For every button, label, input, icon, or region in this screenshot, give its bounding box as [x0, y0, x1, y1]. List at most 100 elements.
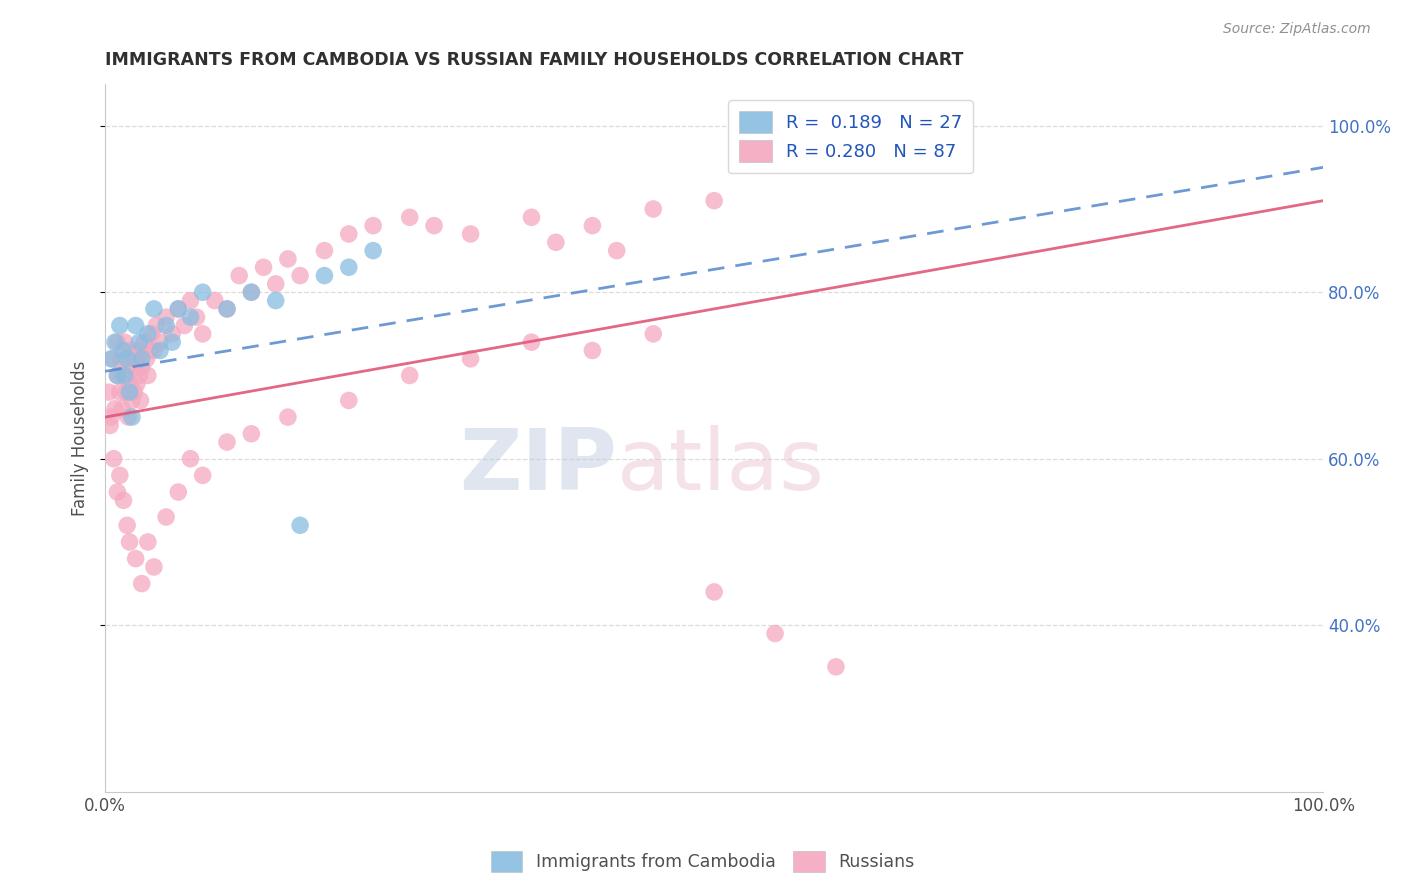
- Point: [145, 318, 167, 333]
- Point: [337, 260, 360, 275]
- Point: [191, 285, 214, 300]
- Point: [520, 335, 543, 350]
- Point: [105, 485, 128, 500]
- Point: [606, 244, 628, 258]
- Point: [825, 660, 848, 674]
- Point: [277, 410, 299, 425]
- Point: [179, 451, 201, 466]
- Point: [101, 351, 124, 366]
- Point: [179, 293, 201, 308]
- Point: [314, 244, 336, 258]
- Point: [240, 426, 263, 441]
- Point: [703, 194, 725, 208]
- Point: [97, 385, 120, 400]
- Point: [118, 376, 141, 391]
- Point: [136, 326, 159, 341]
- Point: [129, 393, 152, 408]
- Point: [115, 385, 138, 400]
- Text: ZIP: ZIP: [458, 425, 617, 508]
- Point: [581, 219, 603, 233]
- Point: [104, 335, 127, 350]
- Point: [173, 318, 195, 333]
- Point: [361, 244, 384, 258]
- Point: [520, 211, 543, 225]
- Point: [155, 310, 177, 325]
- Point: [460, 227, 482, 241]
- Point: [134, 335, 156, 350]
- Point: [136, 535, 159, 549]
- Point: [125, 376, 148, 391]
- Point: [149, 343, 172, 358]
- Point: [124, 385, 146, 400]
- Point: [103, 451, 125, 466]
- Point: [111, 401, 134, 416]
- Point: [105, 368, 128, 383]
- Point: [108, 318, 131, 333]
- Point: [314, 268, 336, 283]
- Point: [124, 551, 146, 566]
- Legend: R =  0.189   N = 27, R = 0.280   N = 87: R = 0.189 N = 27, R = 0.280 N = 87: [728, 100, 973, 173]
- Point: [643, 326, 665, 341]
- Point: [110, 351, 132, 366]
- Point: [155, 510, 177, 524]
- Point: [398, 368, 420, 383]
- Point: [108, 385, 131, 400]
- Point: [160, 326, 183, 341]
- Point: [122, 360, 145, 375]
- Point: [118, 535, 141, 549]
- Point: [124, 351, 146, 366]
- Point: [124, 318, 146, 333]
- Point: [142, 343, 165, 358]
- Point: [105, 335, 128, 350]
- Point: [460, 351, 482, 366]
- Point: [112, 493, 135, 508]
- Point: [215, 301, 238, 316]
- Point: [100, 410, 122, 425]
- Point: [337, 393, 360, 408]
- Point: [264, 277, 287, 291]
- Point: [643, 202, 665, 216]
- Point: [112, 343, 135, 358]
- Point: [337, 227, 360, 241]
- Point: [252, 260, 274, 275]
- Point: [240, 285, 263, 300]
- Point: [288, 518, 311, 533]
- Text: IMMIGRANTS FROM CAMBODIA VS RUSSIAN FAMILY HOUSEHOLDS CORRELATION CHART: IMMIGRANTS FROM CAMBODIA VS RUSSIAN FAMI…: [105, 51, 963, 69]
- Point: [141, 326, 163, 341]
- Point: [191, 468, 214, 483]
- Point: [128, 335, 150, 350]
- Point: [186, 310, 208, 325]
- Point: [136, 368, 159, 383]
- Text: atlas: atlas: [617, 425, 825, 508]
- Point: [108, 468, 131, 483]
- Point: [131, 360, 153, 375]
- Point: [215, 435, 238, 450]
- Legend: Immigrants from Cambodia, Russians: Immigrants from Cambodia, Russians: [484, 844, 922, 879]
- Point: [179, 310, 201, 325]
- Text: Source: ZipAtlas.com: Source: ZipAtlas.com: [1223, 22, 1371, 37]
- Point: [191, 326, 214, 341]
- Point: [277, 252, 299, 266]
- Point: [114, 368, 136, 383]
- Point: [104, 401, 127, 416]
- Point: [228, 268, 250, 283]
- Point: [167, 485, 190, 500]
- Point: [121, 410, 143, 425]
- Point: [120, 343, 142, 358]
- Y-axis label: Family Households: Family Households: [72, 360, 89, 516]
- Point: [581, 343, 603, 358]
- Point: [98, 418, 121, 433]
- Point: [215, 301, 238, 316]
- Point: [117, 410, 139, 425]
- Point: [149, 335, 172, 350]
- Point: [105, 368, 128, 383]
- Point: [288, 268, 311, 283]
- Point: [142, 560, 165, 574]
- Point: [131, 576, 153, 591]
- Point: [167, 301, 190, 316]
- Point: [127, 343, 149, 358]
- Point: [115, 360, 138, 375]
- Point: [114, 335, 136, 350]
- Point: [115, 351, 138, 366]
- Point: [155, 318, 177, 333]
